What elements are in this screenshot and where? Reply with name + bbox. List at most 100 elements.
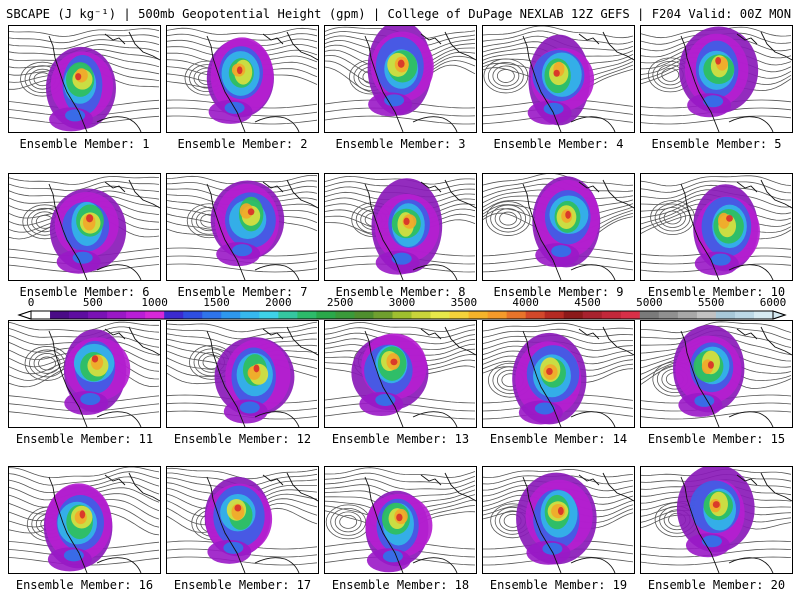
- coastlines: [680, 326, 792, 427]
- coastline: [96, 411, 142, 427]
- cape-contour: [726, 214, 733, 222]
- cape-height-map: [483, 322, 634, 427]
- cape-height-map: [483, 26, 634, 132]
- coastline: [48, 35, 88, 132]
- map-layer: [167, 27, 318, 132]
- height-contour: [9, 176, 160, 185]
- coastline: [444, 179, 476, 209]
- height-contour: [325, 467, 476, 478]
- cape-contour: [234, 504, 242, 512]
- cape-height-map: [9, 467, 160, 573]
- coastline: [262, 33, 284, 45]
- coastline: [286, 326, 318, 356]
- map-layer: [167, 321, 318, 427]
- colorbar-swatch: [753, 311, 774, 319]
- coastlines: [48, 326, 160, 427]
- height-contour: [641, 410, 792, 420]
- height-contour: [325, 175, 476, 185]
- cape-contour: [253, 364, 260, 373]
- coastline: [96, 557, 142, 573]
- ensemble-map: [640, 173, 793, 281]
- coastline: [578, 474, 600, 486]
- coastlines: [364, 179, 476, 280]
- cape-contour: [247, 208, 255, 216]
- ensemble-map: [166, 25, 319, 133]
- colorbar-swatch: [107, 311, 127, 319]
- ensemble-map: [640, 25, 793, 133]
- coastline: [262, 474, 284, 486]
- coastline: [104, 33, 126, 45]
- height-contour: [9, 34, 160, 44]
- low-contour: [487, 62, 524, 90]
- ensemble-member-label: Ensemble Member: 15: [647, 432, 786, 446]
- cape-shading: [351, 333, 429, 416]
- map-layer: [325, 467, 476, 573]
- cape-contour: [703, 95, 724, 108]
- cape-contour: [63, 549, 84, 562]
- coastlines: [680, 472, 792, 573]
- colorbar-swatch: [620, 311, 641, 319]
- ensemble-member-label: Ensemble Member: 17: [173, 578, 312, 592]
- map-layer: [641, 26, 792, 132]
- cape-height-map: [9, 28, 160, 132]
- cape-contour: [72, 251, 93, 264]
- coastline: [522, 476, 562, 573]
- colorbar-swatch: [259, 311, 279, 319]
- ensemble-map: [482, 25, 635, 133]
- coastline: [48, 330, 88, 427]
- colorbar-swatch: [278, 311, 298, 319]
- cape-height-map: [9, 176, 160, 280]
- coastline: [254, 264, 300, 280]
- cape-contour: [375, 393, 396, 406]
- ensemble-map: [482, 320, 635, 428]
- map-layer: [641, 321, 792, 427]
- colorbar-swatch: [316, 311, 336, 319]
- colorbar-tick: 2000: [265, 296, 292, 309]
- map-layer: [325, 26, 476, 132]
- ensemble-panel: Ensemble Member: 9: [482, 173, 635, 299]
- colorbar-swatch: [221, 311, 241, 319]
- coastline: [760, 31, 792, 61]
- colorbar-swatch: [677, 311, 698, 319]
- cape-contour: [390, 358, 398, 366]
- coastline: [206, 35, 246, 132]
- height-contour: [325, 478, 476, 490]
- ensemble-member-label: Ensemble Member: 20: [647, 578, 786, 592]
- cape-contour: [80, 393, 101, 406]
- coastlines: [680, 31, 792, 132]
- height-contour: [483, 26, 634, 39]
- colorbar-swatch: [411, 311, 431, 319]
- coastline: [570, 411, 616, 427]
- cape-shading: [43, 483, 113, 572]
- cape-contour: [236, 66, 243, 75]
- colorbar-swatch: [240, 311, 260, 319]
- cape-height-map: [167, 321, 318, 427]
- coastline: [48, 476, 88, 573]
- low-contour: [499, 211, 518, 226]
- coastlines: [206, 472, 318, 573]
- height-contour: [641, 115, 792, 125]
- colorbar-tick: 5000: [636, 296, 663, 309]
- low-contour: [663, 210, 682, 225]
- ensemble-panel: Ensemble Member: 15: [640, 320, 793, 446]
- cape-contour: [397, 59, 405, 68]
- cape-shading: [693, 184, 760, 276]
- height-contour: [483, 322, 634, 332]
- cape-contour: [391, 252, 412, 265]
- colorbar-swatch: [126, 311, 146, 319]
- coastline: [262, 328, 284, 340]
- coastlines: [48, 31, 160, 132]
- coastline: [736, 474, 758, 486]
- colorbar-tick: 500: [82, 296, 103, 309]
- coastline: [412, 557, 458, 573]
- height-contour: [483, 468, 634, 479]
- map-layer: [483, 26, 634, 132]
- cape-height-map: [641, 321, 792, 427]
- ensemble-panel: Ensemble Member: 6: [8, 173, 161, 299]
- cape-contour: [710, 253, 731, 266]
- cape-shading: [512, 332, 587, 425]
- ensemble-member-label: Ensemble Member: 2: [177, 137, 308, 151]
- low-contour: [330, 507, 367, 536]
- map-layer: [483, 174, 634, 280]
- height-contour: [325, 321, 476, 332]
